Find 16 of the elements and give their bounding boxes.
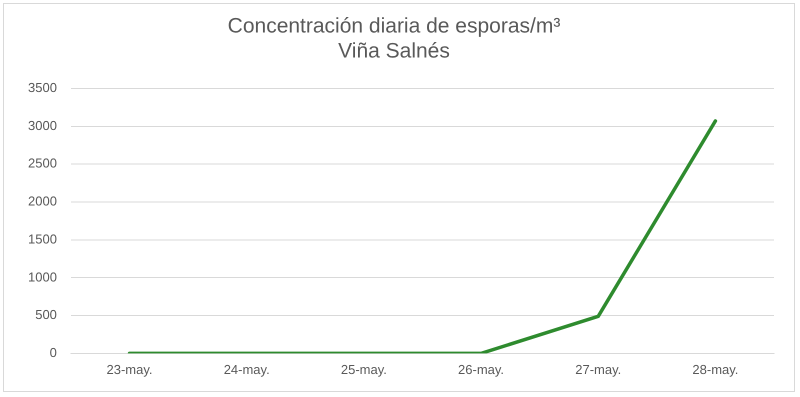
y-tick-label: 2500 xyxy=(28,156,57,171)
y-tick-label: 0 xyxy=(50,344,57,360)
chart-title: Concentración diaria de esporas/m³ xyxy=(228,14,560,38)
y-tick-label: 3000 xyxy=(28,118,57,133)
x-tick-label: 28-may. xyxy=(692,362,738,377)
x-tick-label: 23-may. xyxy=(106,362,153,377)
y-tick-label: 500 xyxy=(35,307,57,322)
chart-subtitle: Viña Salnés xyxy=(338,40,450,63)
x-tick-label: 27-may. xyxy=(575,362,622,377)
x-tick-label: 25-may. xyxy=(340,362,387,377)
x-tick-label: 24-may. xyxy=(224,362,270,377)
y-tick-label: 1000 xyxy=(28,269,57,284)
x-tick-label: 26-may. xyxy=(458,362,504,377)
y-tick-label: 1500 xyxy=(28,231,57,246)
y-tick-label: 2000 xyxy=(28,194,57,209)
y-tick-label: 3500 xyxy=(28,80,57,95)
